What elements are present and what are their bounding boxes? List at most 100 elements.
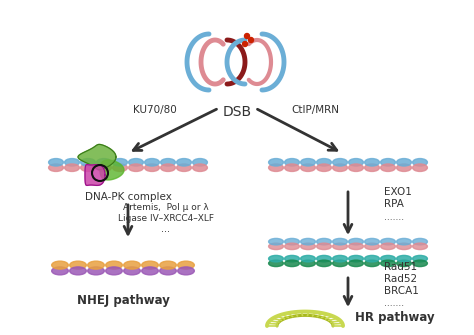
Ellipse shape [365,158,379,166]
Ellipse shape [381,243,395,250]
Ellipse shape [348,164,364,172]
Ellipse shape [412,239,428,245]
Ellipse shape [113,158,128,166]
Polygon shape [85,164,105,185]
Ellipse shape [397,164,411,172]
Ellipse shape [113,164,128,172]
Ellipse shape [142,267,158,275]
Ellipse shape [348,239,364,245]
Ellipse shape [161,158,175,166]
Ellipse shape [284,260,300,267]
Ellipse shape [192,164,208,172]
Ellipse shape [64,158,80,166]
Ellipse shape [301,158,315,166]
Text: Artemis,  Pol μ or λ: Artemis, Pol μ or λ [123,202,209,211]
Ellipse shape [269,164,283,172]
Ellipse shape [397,158,411,166]
Ellipse shape [160,261,176,269]
Text: .......: ....... [384,298,404,308]
Polygon shape [100,160,124,180]
Text: Rad52: Rad52 [384,274,417,284]
Ellipse shape [301,255,315,262]
Ellipse shape [333,260,347,267]
Ellipse shape [88,267,104,275]
Ellipse shape [381,239,395,245]
Ellipse shape [70,261,86,269]
Ellipse shape [88,261,104,269]
Ellipse shape [128,164,144,172]
Text: RPA: RPA [384,199,404,209]
Ellipse shape [160,267,176,275]
Text: BRCA1: BRCA1 [384,286,419,296]
Text: EXO1: EXO1 [384,187,412,197]
Ellipse shape [301,164,315,172]
Ellipse shape [365,255,379,262]
Text: DNA-PK complex: DNA-PK complex [84,192,172,202]
Ellipse shape [284,255,300,262]
Ellipse shape [317,158,331,166]
Ellipse shape [365,260,379,267]
Ellipse shape [269,255,283,262]
Ellipse shape [317,255,331,262]
Ellipse shape [301,239,315,245]
Ellipse shape [317,243,331,250]
Ellipse shape [333,255,347,262]
Ellipse shape [128,158,144,166]
Ellipse shape [49,158,64,166]
Ellipse shape [178,267,194,275]
Ellipse shape [284,243,300,250]
Ellipse shape [381,255,395,262]
Ellipse shape [192,158,208,166]
Ellipse shape [106,261,122,269]
Text: ...: ... [162,224,171,234]
Ellipse shape [70,267,86,275]
Ellipse shape [64,164,80,172]
Text: Ligase IV–XRCC4–XLF: Ligase IV–XRCC4–XLF [118,213,214,222]
Ellipse shape [348,158,364,166]
Ellipse shape [348,255,364,262]
Ellipse shape [161,164,175,172]
Polygon shape [78,144,116,170]
Ellipse shape [284,158,300,166]
Ellipse shape [49,164,64,172]
Text: Rad51: Rad51 [384,262,417,272]
Ellipse shape [284,239,300,245]
Ellipse shape [124,261,140,269]
Ellipse shape [365,164,379,172]
Ellipse shape [397,255,411,262]
Ellipse shape [333,164,347,172]
Ellipse shape [301,243,315,250]
Ellipse shape [97,158,111,166]
Ellipse shape [412,158,428,166]
Ellipse shape [317,239,331,245]
Ellipse shape [397,239,411,245]
Ellipse shape [381,260,395,267]
Ellipse shape [178,261,194,269]
Ellipse shape [348,243,364,250]
Ellipse shape [365,239,379,245]
Ellipse shape [365,243,379,250]
Ellipse shape [412,260,428,267]
Text: HR pathway: HR pathway [355,312,435,325]
Ellipse shape [397,243,411,250]
Ellipse shape [145,164,159,172]
Ellipse shape [397,260,411,267]
Text: .......: ....... [384,212,404,221]
Ellipse shape [269,260,283,267]
Ellipse shape [269,158,283,166]
Ellipse shape [348,260,364,267]
Ellipse shape [333,243,347,250]
Ellipse shape [97,164,111,172]
Ellipse shape [52,261,68,269]
Ellipse shape [124,267,140,275]
Ellipse shape [106,267,122,275]
Ellipse shape [269,239,283,245]
Ellipse shape [381,164,395,172]
Ellipse shape [317,260,331,267]
Ellipse shape [412,243,428,250]
Ellipse shape [81,158,95,166]
Circle shape [243,42,247,47]
Ellipse shape [177,158,191,166]
Text: KU70/80: KU70/80 [133,105,177,115]
Ellipse shape [142,261,158,269]
